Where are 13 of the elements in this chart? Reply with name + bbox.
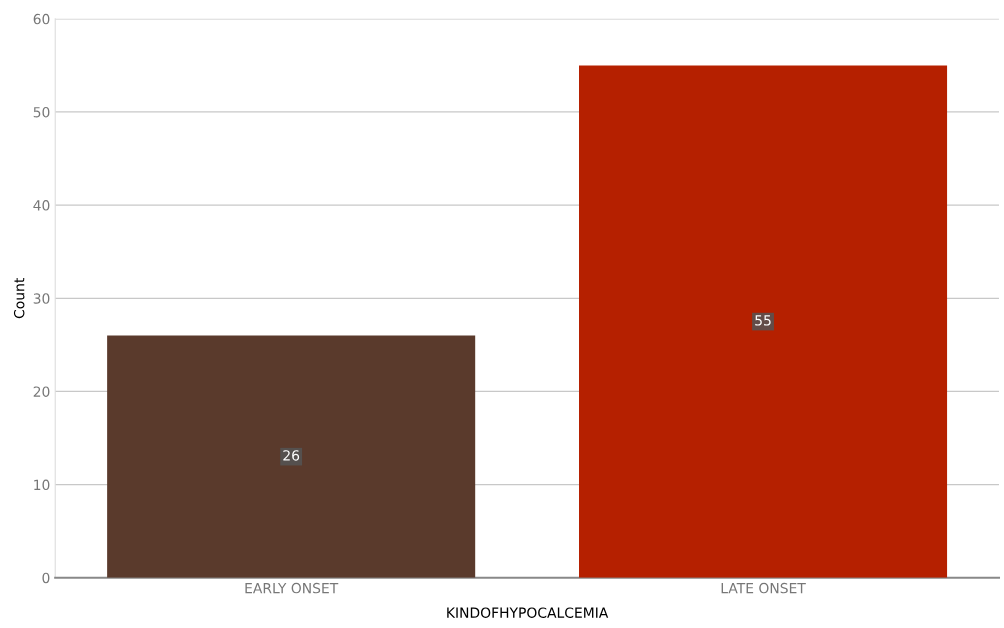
x-tick-label: LATE ONSET: [721, 582, 806, 594]
data-label: 26: [283, 450, 300, 461]
y-tick-label: 0: [42, 572, 50, 584]
y-tick-label: 20: [33, 386, 50, 397]
data-label: 55: [755, 315, 771, 326]
y-axis-title: Count: [13, 278, 25, 319]
y-tick-label: 10: [34, 479, 50, 491]
y-tick-label: 30: [33, 293, 50, 304]
y-tick-label: 40: [33, 200, 50, 211]
y-tick-label: 50: [33, 106, 50, 118]
x-axis-title: KINDOFHYPOCALCEMIA: [447, 607, 609, 618]
x-tick-label: EARLY ONSET: [245, 582, 339, 594]
y-tick-label: 60: [33, 13, 50, 25]
